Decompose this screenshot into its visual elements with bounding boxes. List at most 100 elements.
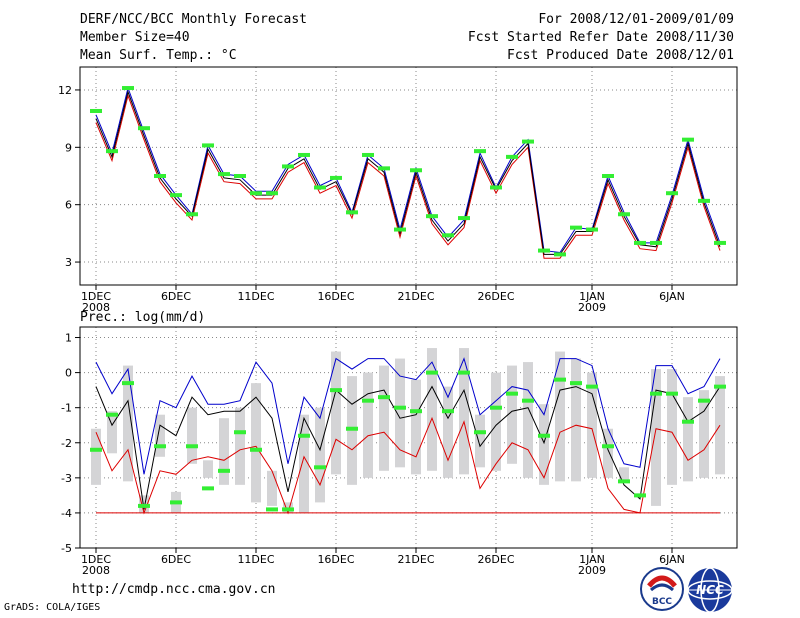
temp-xtick-year: 2008: [82, 301, 110, 314]
prec-range-box: [475, 414, 485, 468]
temp-line-mean: [95, 90, 721, 255]
prec-xtick-label: 21DEC: [397, 553, 434, 566]
prec-marker: [682, 419, 694, 424]
temp-ytick-label: 3: [65, 256, 72, 269]
prec-marker: [378, 395, 390, 400]
temp-marker: [266, 191, 278, 196]
temp-marker: [522, 139, 534, 144]
temp-marker: [314, 185, 326, 190]
temp-marker: [634, 240, 646, 245]
prec-marker: [538, 433, 550, 438]
prec-marker: [202, 486, 214, 491]
prec-range-box: [411, 379, 421, 475]
prec-xtick-label: 1DEC: [81, 553, 111, 566]
prec-range-box: [539, 404, 549, 485]
prec-range-box: [267, 470, 277, 506]
prec-range-box: [507, 365, 517, 464]
prec-marker: [154, 444, 166, 449]
prec-marker: [282, 507, 294, 512]
forecast-period: For 2008/12/01-2009/01/09: [538, 12, 734, 27]
temp-marker: [186, 212, 198, 217]
temp-marker: [282, 164, 294, 169]
prec-marker: [362, 398, 374, 403]
prec-marker: [394, 405, 406, 410]
temp-marker: [410, 168, 422, 173]
prec-range-box: [555, 351, 565, 482]
prec-xtick-year: 2008: [82, 564, 110, 577]
prec-marker: [122, 381, 134, 386]
prec-marker: [90, 447, 102, 452]
prec-range-box: [619, 467, 629, 482]
prec-range-box: [699, 390, 709, 478]
prec-range-box: [251, 383, 261, 503]
temp-marker: [602, 174, 614, 178]
prec-marker: [330, 388, 342, 393]
prec-range-box: [667, 369, 677, 485]
temp-marker: [362, 152, 374, 157]
bcc-logo-text: BCC: [652, 597, 672, 607]
prec-range-box: [155, 414, 165, 457]
grads-credit: GrADS: COLA/IGES: [4, 602, 101, 613]
temp-xtick-label: 1DEC: [81, 290, 111, 303]
prec-marker: [314, 465, 326, 470]
temp-marker: [378, 166, 390, 171]
bcc-logo-icon: BCC: [640, 567, 684, 611]
prec-range-box: [459, 348, 469, 475]
temp-xtick-label: 1JAN: [579, 290, 605, 303]
chart-title: DERF/NCC/BCC Monthly Forecast: [80, 12, 307, 27]
prec-range-box: [379, 365, 389, 471]
prec-ytick-label: 1: [65, 332, 72, 345]
prec-marker: [650, 391, 662, 396]
temp-marker: [474, 149, 486, 154]
temp-xtick-label: 11DEC: [237, 290, 274, 303]
prec-marker: [266, 507, 278, 512]
temp-xtick-label: 26DEC: [477, 290, 514, 303]
prec-range-box: [683, 397, 693, 482]
temp-ytick-label: 6: [65, 199, 72, 212]
prec-marker: [346, 426, 358, 431]
temp-marker: [442, 233, 454, 238]
prec-marker: [634, 493, 646, 498]
prec-marker: [522, 398, 534, 403]
temp-marker: [650, 240, 662, 245]
prec-range-box: [523, 362, 533, 478]
prec-range-box: [651, 369, 661, 506]
prec-range-box: [363, 372, 373, 478]
prec-ytick-label: -5: [61, 542, 72, 555]
prec-range-box: [571, 358, 581, 482]
temp-xtick-label: 16DEC: [317, 290, 354, 303]
prec-range-box: [91, 428, 101, 485]
source-url[interactable]: http://cmdp.ncc.cma.gov.cn: [72, 582, 276, 597]
prec-ytick-label: -1: [61, 402, 72, 415]
temp-marker: [154, 174, 166, 178]
prec-marker: [698, 398, 710, 403]
prec-ytick-label: -3: [61, 472, 72, 485]
prec-range-box: [427, 348, 437, 471]
prec-marker: [138, 503, 150, 508]
temp-marker: [554, 252, 566, 257]
prec-marker: [106, 412, 118, 417]
temp-marker: [218, 172, 230, 177]
temp-marker: [106, 149, 118, 154]
prec-marker: [410, 409, 422, 414]
prec-marker: [458, 370, 470, 375]
fcst-produced-date: Fcst Produced Date 2008/12/01: [507, 48, 734, 63]
temp-marker: [90, 108, 102, 113]
prec-range-box: [331, 351, 341, 475]
prec-marker: [426, 370, 438, 375]
prec-marker: [218, 468, 230, 473]
prec-range-box: [491, 372, 501, 471]
prec-ytick-label: 0: [65, 367, 72, 380]
prec-marker: [570, 381, 582, 386]
temp-ytick-label: 12: [58, 84, 72, 97]
prec-xtick-label: 11DEC: [237, 553, 274, 566]
variable-label: Mean Surf. Temp.: °C: [80, 48, 237, 63]
temp-xtick-year: 2009: [578, 301, 606, 314]
prec-xtick-label: 6JAN: [659, 553, 685, 566]
prec-range-box: [443, 386, 453, 478]
temp-marker: [138, 126, 150, 131]
temp-marker: [330, 175, 342, 180]
temp-xtick-label: 21DEC: [397, 290, 434, 303]
temp-marker: [682, 137, 694, 142]
